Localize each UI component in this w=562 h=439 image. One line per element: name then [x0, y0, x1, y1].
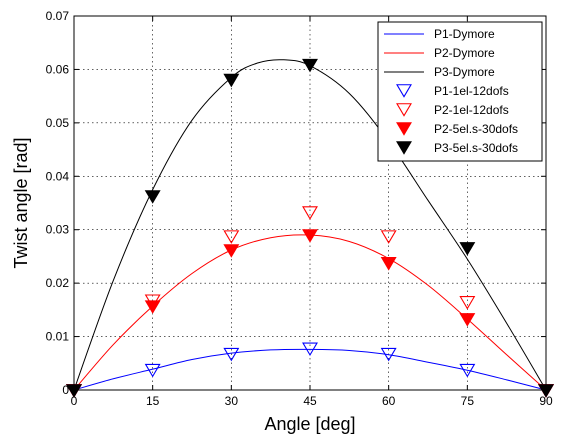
y-tick-label: 0.07 — [46, 9, 70, 23]
y-tick-label: 0.06 — [46, 62, 70, 76]
x-tick-label: 30 — [225, 394, 239, 408]
y-axis-label: Twist angle [rad] — [11, 137, 31, 268]
y-tick-label: 0.02 — [46, 276, 70, 290]
legend-entry-label: P3-5el.s-30dofs — [434, 141, 518, 155]
legend-entry-label: P1-1el-12dofs — [434, 84, 509, 98]
x-tick-label: 90 — [539, 394, 553, 408]
x-tick-label: 75 — [461, 394, 475, 408]
legend-entry-label: P2-1el-12dofs — [434, 103, 509, 117]
y-tick-label: 0.05 — [46, 116, 70, 130]
y-tick-label: 0 — [62, 383, 69, 397]
legend-entry-label: P3-Dymore — [434, 65, 495, 79]
x-tick-label: 0 — [71, 394, 78, 408]
legend-entry-label: P1-Dymore — [434, 27, 495, 41]
x-tick-label: 60 — [382, 394, 396, 408]
x-tick-label: 15 — [146, 394, 160, 408]
x-axis-label: Angle [deg] — [264, 414, 355, 434]
legend-entry-label: P2-Dymore — [434, 46, 495, 60]
y-tick-label: 0.03 — [46, 223, 70, 237]
legend-entry-label: P2-5el.s-30dofs — [434, 122, 518, 136]
x-tick-label: 45 — [303, 394, 317, 408]
y-tick-label: 0.01 — [46, 330, 70, 344]
legend: P1-Dymore P2-Dymore P3-Dymore P1-1el-12dofs… — [378, 22, 542, 161]
y-tick-label: 0.04 — [46, 169, 70, 183]
